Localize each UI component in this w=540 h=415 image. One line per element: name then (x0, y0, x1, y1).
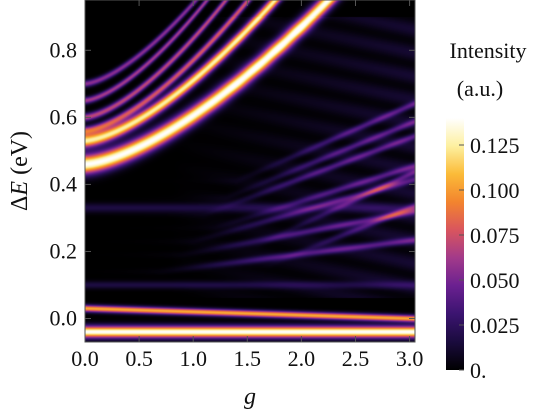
colorbar-tick-label: 0.075 (470, 223, 520, 248)
x-tick-label: 2.5 (342, 346, 370, 371)
x-tick-label: 1.0 (179, 346, 207, 371)
colorbar: Intensity (a.u.) 0.1250.1000.0750.0500.0… (446, 38, 527, 383)
y-axis-label: ΔE (eV) (7, 131, 33, 211)
y-tick-label: 0.6 (50, 104, 78, 129)
colorbar-tick-label: 0.125 (470, 133, 520, 158)
plot-area (84, 0, 416, 343)
colorbar-tick-label: 0.025 (470, 313, 520, 338)
x-tick-label: 2.0 (288, 346, 316, 371)
x-axis-label: g (244, 384, 256, 410)
y-tick-label: 0.4 (50, 171, 78, 196)
colorbar-ticks: 0.125 0.100 0.075 0.050 0.025 0. (459, 133, 520, 383)
x-tick-label: 0.5 (125, 346, 153, 371)
colorbar-tick-label: 0.100 (470, 178, 520, 203)
colorbar-tick-label: 0.050 (470, 268, 520, 293)
colorbar-tick-label: 0. (470, 358, 487, 383)
y-axis-ticks: 0.0 0.2 0.4 0.6 0.8 (50, 37, 415, 331)
x-tick-label: 0.0 (71, 346, 99, 371)
colorbar-unit: (a.u.) (457, 76, 503, 101)
y-tick-label: 0.8 (50, 37, 78, 62)
heatmap-canvas (85, 0, 415, 342)
y-tick-label: 0.2 (50, 238, 78, 263)
x-tick-label: 3.0 (396, 346, 424, 371)
x-tick-label: 1.5 (234, 346, 262, 371)
x-axis-ticks: 0.0 0.5 1.0 1.5 2.0 2.5 3.0 (71, 0, 423, 371)
colorbar-gradient (446, 118, 464, 370)
colorbar-title: Intensity (450, 38, 527, 63)
plot-frame (84, 0, 416, 343)
y-tick-label: 0.0 (50, 306, 78, 331)
